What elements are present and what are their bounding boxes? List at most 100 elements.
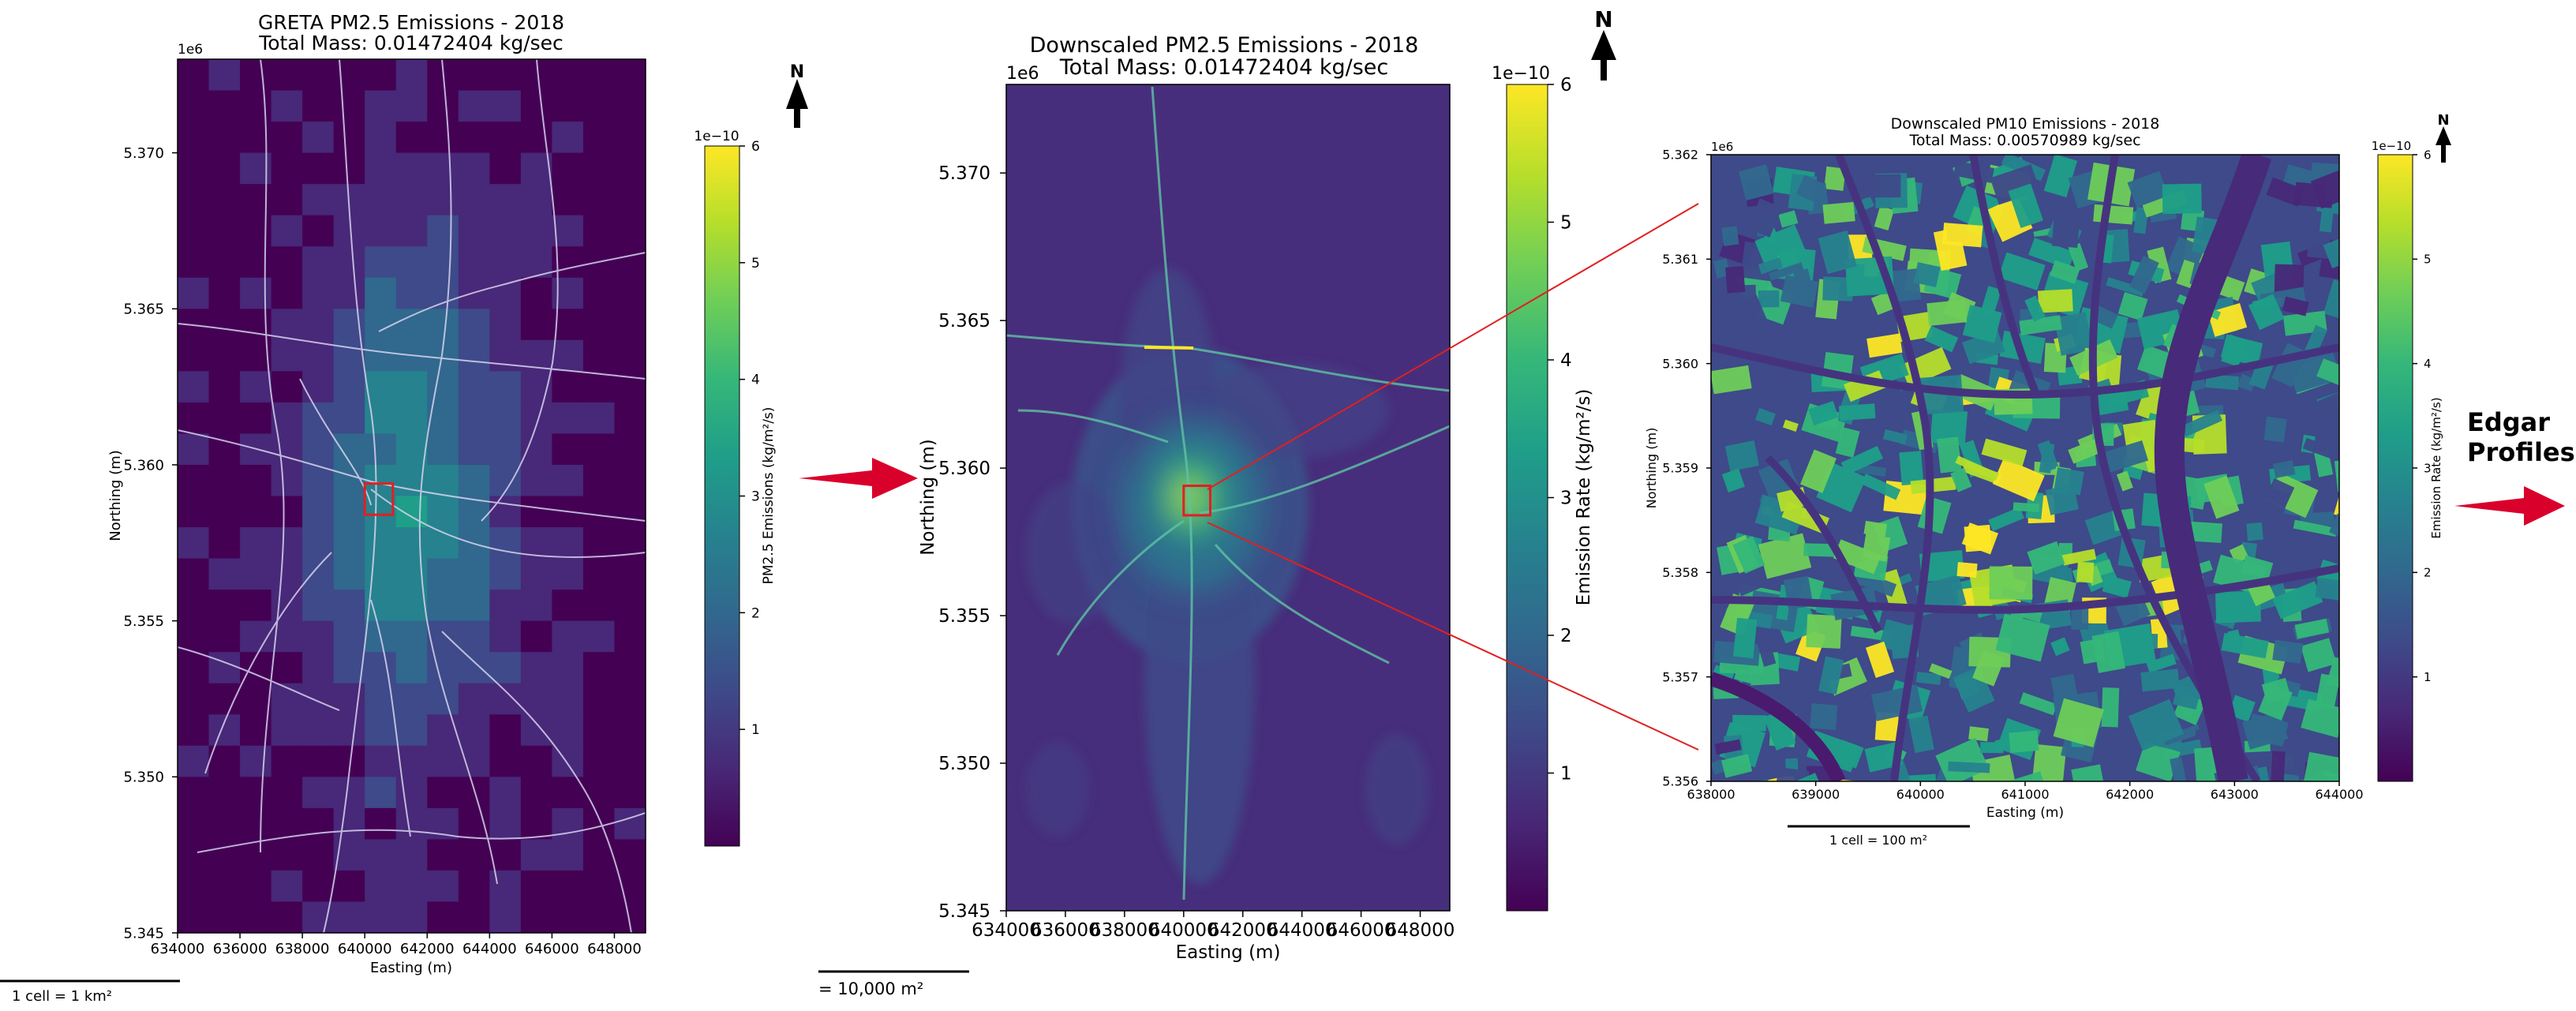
parcel <box>1913 262 1941 288</box>
grid-cell <box>427 464 459 497</box>
y-tick-label: 5.370 <box>123 145 164 162</box>
grid-cell <box>365 59 397 92</box>
grid-cell <box>365 527 397 560</box>
parcel <box>2027 541 2065 575</box>
grid-cell <box>520 839 552 871</box>
panel-pm25-x-label: Easting (m) <box>1176 942 1281 963</box>
grid-cell <box>582 184 616 216</box>
grid-cell <box>178 620 210 653</box>
parcel <box>2195 728 2211 741</box>
north-arrow-icon <box>2436 126 2451 163</box>
grid-cell <box>427 652 459 684</box>
road <box>378 252 646 332</box>
parcel <box>1919 550 1965 582</box>
grid-cell <box>552 652 584 684</box>
grid-cell <box>365 901 397 933</box>
parcel <box>1924 325 1959 353</box>
grid-cell <box>240 745 272 777</box>
parcel <box>2301 698 2339 738</box>
grid-cell <box>240 59 272 92</box>
grid-cell <box>520 745 552 777</box>
parcel <box>2205 373 2240 391</box>
parcel <box>1763 710 1796 751</box>
grid-cell <box>208 683 241 715</box>
panel-greta-title: GRETA PM2.5 Emissions - 2018 <box>258 11 564 34</box>
parcel <box>2282 296 2309 316</box>
parcel <box>2272 639 2304 664</box>
grid-cell <box>395 870 428 903</box>
grid-cell <box>178 901 210 933</box>
grid-cell <box>208 714 241 747</box>
parcel <box>2076 561 2095 583</box>
grid-cell <box>178 464 210 497</box>
grid-cell <box>552 870 584 903</box>
grid-cell <box>427 901 459 933</box>
grid-cell <box>395 901 428 933</box>
parcel <box>2004 771 2045 781</box>
parcel <box>2248 294 2285 331</box>
parcel <box>2258 683 2293 721</box>
grid-cell <box>614 433 646 466</box>
grid-cell <box>582 590 616 622</box>
panel-pm25-plot-frame <box>1005 84 1451 912</box>
grid-cell <box>520 496 552 528</box>
grid-cell <box>333 590 365 622</box>
grid-cell <box>614 90 646 122</box>
zoom-connector-line <box>1207 203 1699 490</box>
colorbar-tick-label: 2 <box>1560 626 1572 646</box>
grid-cell <box>178 402 210 435</box>
grid-cell <box>395 652 428 684</box>
parcel <box>1866 333 1903 358</box>
parcel <box>1810 703 1838 730</box>
parcel <box>1754 407 1776 426</box>
grid-cell <box>582 371 616 403</box>
parcel <box>1758 533 1812 579</box>
road <box>299 378 372 506</box>
grid-cell <box>395 777 428 809</box>
grid-cell <box>458 620 490 653</box>
grid-cell <box>333 870 365 903</box>
panel-greta-x-label: Easting (m) <box>370 960 452 976</box>
parcel <box>2315 577 2339 601</box>
raster-hotspots <box>1122 418 1264 592</box>
grid-cell <box>395 371 428 403</box>
parcel <box>1758 257 1783 275</box>
grid-cell <box>520 309 552 341</box>
x-tick-label: 638000 <box>1090 920 1159 941</box>
grid-cell <box>178 807 210 840</box>
parcel <box>2323 234 2339 269</box>
grid-cell <box>333 807 365 840</box>
grid-cell <box>365 90 397 122</box>
grid-cell <box>240 870 272 903</box>
grid-cell <box>208 839 241 871</box>
panel-greta: GRETA PM2.5 Emissions - 2018 Total Mass:… <box>0 11 808 1005</box>
next-step-label-line1: Edgar <box>2467 407 2550 437</box>
grid-cell <box>582 777 616 809</box>
grid-cell <box>333 433 365 466</box>
grid-cell <box>240 402 272 435</box>
grid-cell <box>427 246 459 279</box>
road <box>1017 409 1169 444</box>
grid-cell <box>240 464 272 497</box>
grid-cell <box>271 777 303 809</box>
parcel <box>1756 636 1777 667</box>
y-tick-label: 5.362 <box>1662 148 1698 163</box>
parcel <box>2071 608 2089 630</box>
parcel <box>2301 638 2337 672</box>
grid-cell <box>582 745 616 777</box>
panel-pm25-y-offset: 1e6 <box>1006 64 1039 84</box>
grid-cell <box>489 620 522 653</box>
parcel <box>1818 230 1857 275</box>
y-tick-label: 5.345 <box>123 925 164 942</box>
parcel <box>2037 289 2073 313</box>
panel-greta-y-label: Northing (m) <box>107 450 124 541</box>
parcel <box>2310 164 2339 209</box>
parcel <box>2271 751 2286 781</box>
grid-cell <box>427 714 459 747</box>
grid-cell <box>208 277 241 309</box>
parcel <box>1962 305 2002 343</box>
grid-cell <box>178 277 210 309</box>
grid-cell <box>427 215 459 247</box>
grid-cell <box>208 339 241 372</box>
grid-cell <box>458 745 490 777</box>
